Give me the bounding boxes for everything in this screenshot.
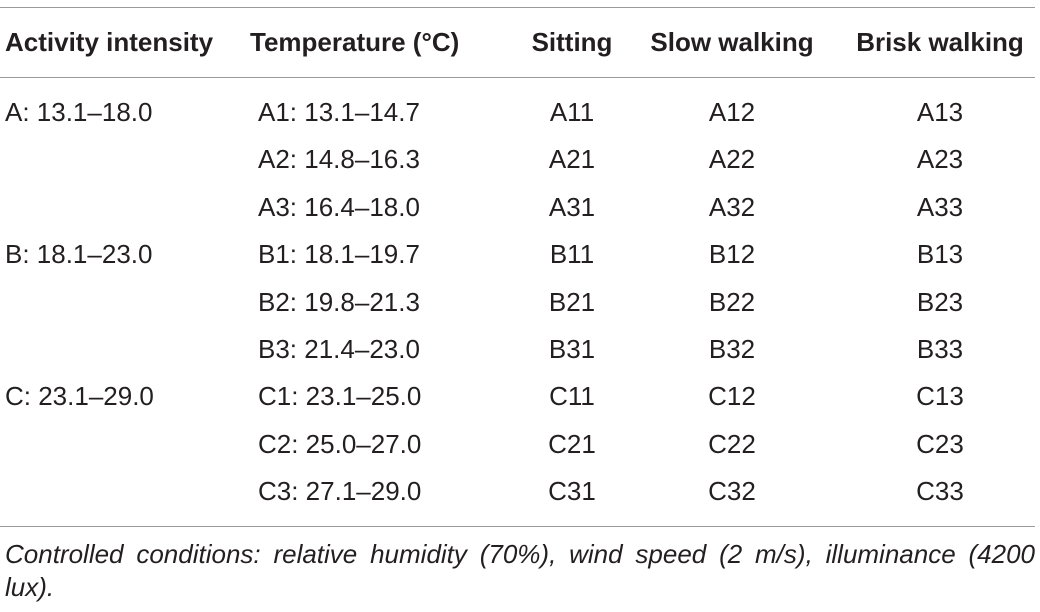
table-cell: C32 <box>708 476 756 507</box>
table-cell: B31 <box>548 334 596 364</box>
column-header: Temperature (°C) <box>250 27 460 57</box>
table-cell: A13 <box>916 97 964 127</box>
header-rule <box>0 77 1035 78</box>
table-cell: B22 <box>708 286 756 317</box>
table-cell: C22 <box>708 428 756 459</box>
top-rule <box>0 7 1035 8</box>
table-cell: A22 <box>708 144 756 175</box>
table-cell: A31 <box>548 191 596 222</box>
table-cell: A12 <box>708 97 756 127</box>
table-cell: B1: 18.1–19.7 <box>258 239 420 270</box>
column-header: Activity intensity <box>5 27 214 57</box>
column-header: Brisk walking <box>856 27 1024 57</box>
table-cell: B2: 19.8–21.3 <box>258 286 420 317</box>
footnote: Controlled conditions: relative humidity… <box>5 539 1035 602</box>
table-cell: C1: 23.1–25.0 <box>258 381 422 412</box>
table-cell: A21 <box>548 144 596 175</box>
table-cell: B33 <box>916 334 964 364</box>
table-cell: B23 <box>916 286 964 317</box>
table-cell: B21 <box>548 286 596 317</box>
table-cell: C12 <box>708 381 756 412</box>
table-cell: B12 <box>708 239 756 270</box>
group-label: C: 23.1–29.0 <box>5 381 154 412</box>
table-cell: A33 <box>916 191 964 222</box>
table-cell: B32 <box>708 334 756 364</box>
column-header: Sitting <box>531 27 613 57</box>
group-label: B: 18.1–23.0 <box>5 239 153 270</box>
bottom-rule <box>0 526 1035 527</box>
table-cell: A3: 16.4–18.0 <box>258 191 420 222</box>
column-header: Slow walking <box>650 27 814 57</box>
table-cell: C11 <box>549 381 595 412</box>
table-cell: C23 <box>916 428 964 459</box>
table-cell: C31 <box>548 476 596 507</box>
table-cell: A1: 13.1–14.7 <box>258 97 420 127</box>
table-cell: A32 <box>708 191 756 222</box>
table-cell: C33 <box>916 476 964 507</box>
table-cell: A11 <box>549 97 595 127</box>
table-cell: C3: 27.1–29.0 <box>258 476 422 507</box>
table-cell: B11 <box>549 239 595 270</box>
table-cell: C21 <box>548 428 596 459</box>
group-label: A: 13.1–18.0 <box>5 97 153 127</box>
table-cell: B3: 21.4–23.0 <box>258 334 420 364</box>
table-cell: A23 <box>916 144 964 175</box>
table-cell: A2: 14.8–16.3 <box>258 144 420 175</box>
table-cell: B13 <box>916 239 964 270</box>
table-cell: C13 <box>916 381 964 412</box>
table-cell: C2: 25.0–27.0 <box>258 428 422 459</box>
